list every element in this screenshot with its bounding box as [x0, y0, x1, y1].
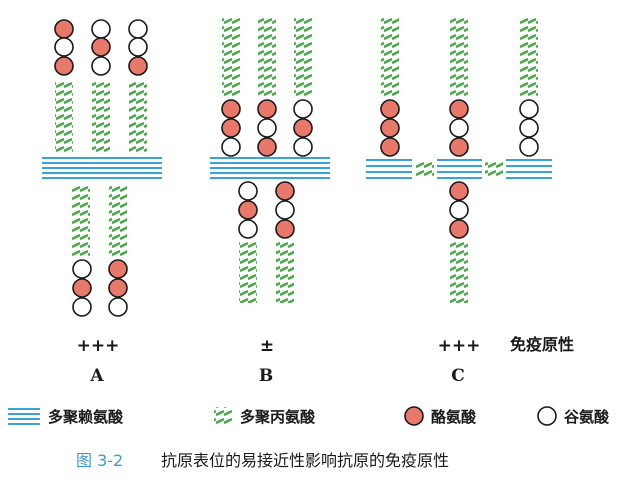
panel-a — [42, 19, 162, 317]
tyrosine-residue — [91, 37, 111, 57]
residue-stack — [91, 19, 111, 76]
glutamate-residue — [449, 200, 469, 220]
panel-label-c: C — [451, 366, 465, 386]
tyrosine-residue — [72, 278, 92, 298]
residue-stack — [54, 19, 74, 76]
polyalanine-chain — [92, 82, 110, 154]
tyrosine-residue — [275, 219, 295, 239]
glutamate-residue — [238, 219, 258, 239]
polyalanine-linker — [416, 160, 434, 178]
immunity-heading: 免疫原性 — [510, 335, 574, 354]
panel-label-a: A — [89, 366, 104, 386]
legend: 多聚赖氨酸 多聚丙氨酸 酪氨酸 谷氨酸 — [8, 406, 610, 426]
polyalanine-chain — [239, 241, 257, 303]
glutamate-residue — [128, 37, 148, 57]
glutamate-residue — [91, 56, 111, 76]
caption-text: 抗原表位的易接近性影响抗原的免疫原性 — [161, 451, 449, 470]
immunity-b: ± — [260, 336, 274, 356]
tyrosine-residue — [238, 200, 258, 220]
glutamate-residue — [519, 118, 539, 138]
tyrosine-residue — [257, 99, 277, 119]
glutamate-residue — [257, 118, 277, 138]
legend-polylysine-label: 多聚赖氨酸 — [48, 408, 124, 426]
tyrosine-residue — [108, 278, 128, 298]
polylysine-segment — [366, 159, 412, 179]
tyrosine-residue — [257, 137, 277, 157]
residue-stack — [72, 259, 92, 317]
residue-stack — [275, 181, 295, 239]
tyrosine-residue — [54, 19, 74, 39]
tyrosine-residue — [108, 259, 128, 279]
glutamate-residue — [293, 99, 313, 119]
tyrosine-residue — [54, 56, 74, 76]
polylysine-segment — [437, 159, 482, 179]
tyrosine-residue — [380, 137, 400, 157]
polyalanine-chain — [258, 18, 276, 98]
glutamate-residue — [275, 200, 295, 220]
residue-stack — [380, 99, 400, 157]
tyrosine-residue — [449, 181, 469, 201]
polyalanine-linker — [485, 160, 503, 178]
legend-tyrosine-label: 酪氨酸 — [431, 408, 477, 426]
residue-stack — [519, 99, 539, 157]
polyalanine-chain — [520, 18, 538, 98]
polyalanine-chain — [109, 186, 127, 256]
residue-stack — [449, 181, 469, 239]
immunity-c: +++ — [438, 336, 481, 356]
polyalanine-chain — [276, 241, 294, 303]
glutamate-residue — [91, 19, 111, 39]
glutamate-residue — [128, 19, 148, 39]
polyalanine-chain — [450, 241, 468, 303]
residue-stack — [238, 181, 258, 239]
residue-stack — [108, 259, 128, 317]
polyalanine-chain — [72, 186, 90, 256]
glutamate-residue — [449, 118, 469, 138]
residue-stack — [293, 99, 313, 157]
tyrosine-residue — [293, 118, 313, 138]
residue-stack — [221, 99, 241, 157]
polyalanine-chain — [450, 18, 468, 98]
tyrosine-residue — [275, 181, 295, 201]
glutamate-residue — [54, 37, 74, 57]
caption-number: 图 3-2 — [76, 451, 123, 470]
legend-polyalanine-label: 多聚丙氨酸 — [240, 408, 316, 426]
panel-c — [366, 18, 552, 303]
legend-tyrosine-swatch — [404, 406, 424, 426]
residue-stack — [128, 19, 148, 76]
tyrosine-residue — [221, 118, 241, 138]
tyrosine-residue — [449, 99, 469, 119]
polyalanine-chain — [381, 18, 399, 98]
legend-glutamate-label: 谷氨酸 — [564, 408, 610, 426]
glutamate-residue — [519, 137, 539, 157]
polylysine-backbone — [42, 157, 162, 179]
legend-polylysine-swatch — [8, 408, 40, 425]
polyalanine-chain — [55, 82, 73, 154]
tyrosine-residue — [380, 118, 400, 138]
polyalanine-chain — [294, 18, 312, 98]
glutamate-residue — [238, 181, 258, 201]
polyalanine-chain — [129, 82, 147, 154]
legend-polyalanine-swatch — [214, 407, 232, 425]
tyrosine-residue — [449, 137, 469, 157]
tyrosine-residue — [221, 99, 241, 119]
polylysine-backbone — [210, 157, 330, 179]
glutamate-residue — [108, 297, 128, 317]
residue-stack — [257, 99, 277, 157]
panel-label-b: B — [259, 366, 273, 386]
glutamate-residue — [72, 259, 92, 279]
tyrosine-residue — [449, 219, 469, 239]
panel-b — [210, 18, 330, 303]
immunity-a: +++ — [77, 336, 120, 356]
tyrosine-residue — [128, 56, 148, 76]
legend-glutamate-swatch — [537, 406, 557, 426]
glutamate-residue — [519, 99, 539, 119]
glutamate-residue — [221, 137, 241, 157]
residue-stack — [449, 99, 469, 157]
glutamate-residue — [72, 297, 92, 317]
polyalanine-chain — [222, 18, 240, 98]
tyrosine-residue — [380, 99, 400, 119]
polylysine-segment — [506, 159, 552, 179]
glutamate-residue — [293, 137, 313, 157]
